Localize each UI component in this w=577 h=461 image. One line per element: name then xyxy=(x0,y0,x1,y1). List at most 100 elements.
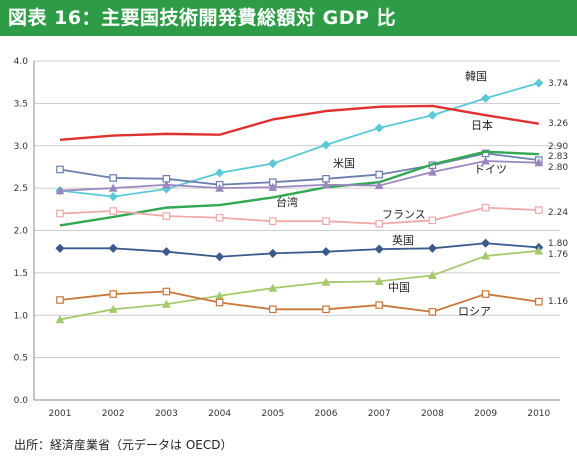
series-中国 xyxy=(55,246,544,324)
data-point xyxy=(269,217,277,225)
series-line xyxy=(59,150,539,227)
chart-svg: 0.0 0.5 1.0 1.5 2.0 2.5 3.0 3.5 4.0 2001 2002 2003 2… xyxy=(14,57,569,419)
data-point xyxy=(321,277,331,286)
data-point xyxy=(481,251,490,260)
series-name-label: 台湾 xyxy=(276,195,298,209)
data-point xyxy=(161,247,171,257)
y-tick-label: 2.0 xyxy=(14,227,29,237)
data-point xyxy=(481,93,491,103)
data-point xyxy=(56,165,64,174)
series-line xyxy=(59,82,540,198)
series-name-label: 韓国 xyxy=(465,70,487,83)
data-point xyxy=(321,180,331,189)
x-tick-label: 2006 xyxy=(315,409,338,419)
end-value-label: 3.26 xyxy=(548,119,568,129)
series-name-label: 中国 xyxy=(388,281,410,294)
data-point xyxy=(481,238,491,248)
x-tick-label: 2004 xyxy=(208,409,231,419)
x-tick-label: 2001 xyxy=(49,409,72,419)
data-point xyxy=(269,305,277,314)
data-point xyxy=(534,206,543,214)
end-value-label: 1.16 xyxy=(548,297,568,307)
data-point xyxy=(375,219,384,228)
x-tick-label: 2002 xyxy=(102,409,125,419)
series-name-label: フランス xyxy=(382,208,426,221)
y-tick-label: 1.0 xyxy=(14,311,29,321)
data-point xyxy=(375,301,384,309)
data-point xyxy=(322,217,330,225)
data-point xyxy=(162,299,171,308)
data-point xyxy=(375,170,384,179)
y-tick-label: 1.5 xyxy=(14,269,28,279)
series-name-label: 米国 xyxy=(333,157,355,170)
data-point xyxy=(427,243,437,253)
series-line xyxy=(59,104,539,142)
series-line xyxy=(59,206,539,225)
data-point xyxy=(374,244,384,254)
y-tick-label: 3.0 xyxy=(14,142,29,152)
data-point xyxy=(374,181,384,190)
data-point xyxy=(215,183,224,192)
data-point xyxy=(162,212,171,220)
data-point xyxy=(534,78,544,88)
source-note: 出所：経済産業省（元データは OECD） xyxy=(14,438,233,452)
data-point xyxy=(428,216,437,225)
y-tick-label: 0.0 xyxy=(14,396,29,406)
data-point xyxy=(268,158,278,169)
series-台湾 xyxy=(59,150,539,227)
data-point xyxy=(534,246,544,255)
x-tick-label: 2010 xyxy=(527,409,550,419)
y-tick-label: 2.5 xyxy=(14,184,28,194)
series-英国 xyxy=(55,238,544,262)
series-name-label: ロシア xyxy=(458,305,491,318)
end-value-label: 2.24 xyxy=(548,208,568,218)
data-point xyxy=(55,186,65,195)
data-point xyxy=(55,243,65,253)
data-point xyxy=(215,168,225,178)
data-point xyxy=(427,110,437,120)
data-point xyxy=(215,298,224,307)
data-point xyxy=(56,296,64,304)
y-tick-label: 3.5 xyxy=(14,99,28,109)
data-point xyxy=(428,167,437,176)
data-point xyxy=(321,140,331,150)
data-point xyxy=(162,180,171,189)
x-tick-label: 2003 xyxy=(155,409,178,419)
series-韓国 xyxy=(55,78,544,202)
data-point xyxy=(109,290,118,298)
data-point xyxy=(108,192,118,202)
end-value-label: 1.76 xyxy=(548,250,568,260)
data-point xyxy=(321,247,331,257)
chart-title: 図表 16：主要国技術開発費総額対 GDP 比 xyxy=(0,0,577,36)
data-point xyxy=(109,174,118,182)
data-point xyxy=(268,283,278,292)
series-layer xyxy=(55,78,544,324)
data-point xyxy=(534,297,543,306)
data-point xyxy=(109,207,118,215)
data-point xyxy=(108,243,118,253)
x-tick-label: 2007 xyxy=(368,409,391,419)
data-point xyxy=(428,270,437,280)
x-tick-label: 2009 xyxy=(474,409,497,419)
data-point xyxy=(534,158,544,167)
data-point xyxy=(481,203,490,212)
y-tick-label: 4.0 xyxy=(14,57,29,67)
series-日本 xyxy=(59,104,539,142)
series-line xyxy=(59,290,539,313)
data-point xyxy=(322,305,330,314)
data-point xyxy=(481,290,490,298)
end-value-label: 3.74 xyxy=(548,79,568,89)
series-ロシア xyxy=(56,287,543,316)
end-value-label: 2.83 xyxy=(548,152,568,162)
y-tick-label: 0.5 xyxy=(14,354,28,364)
x-tick-label: 2008 xyxy=(421,409,444,419)
end-value-label: 1.80 xyxy=(548,239,568,249)
x-tick-label: 2005 xyxy=(261,409,284,419)
axis-layer: 0.0 0.5 1.0 1.5 2.0 2.5 3.0 3.5 4.0 2001 2002 2003 2… xyxy=(14,57,560,419)
data-point xyxy=(268,248,278,258)
data-point xyxy=(215,213,224,222)
series-name-label: 日本 xyxy=(471,118,493,132)
end-value-label: 2.90 xyxy=(548,142,568,152)
series-ドイツ xyxy=(55,156,544,195)
